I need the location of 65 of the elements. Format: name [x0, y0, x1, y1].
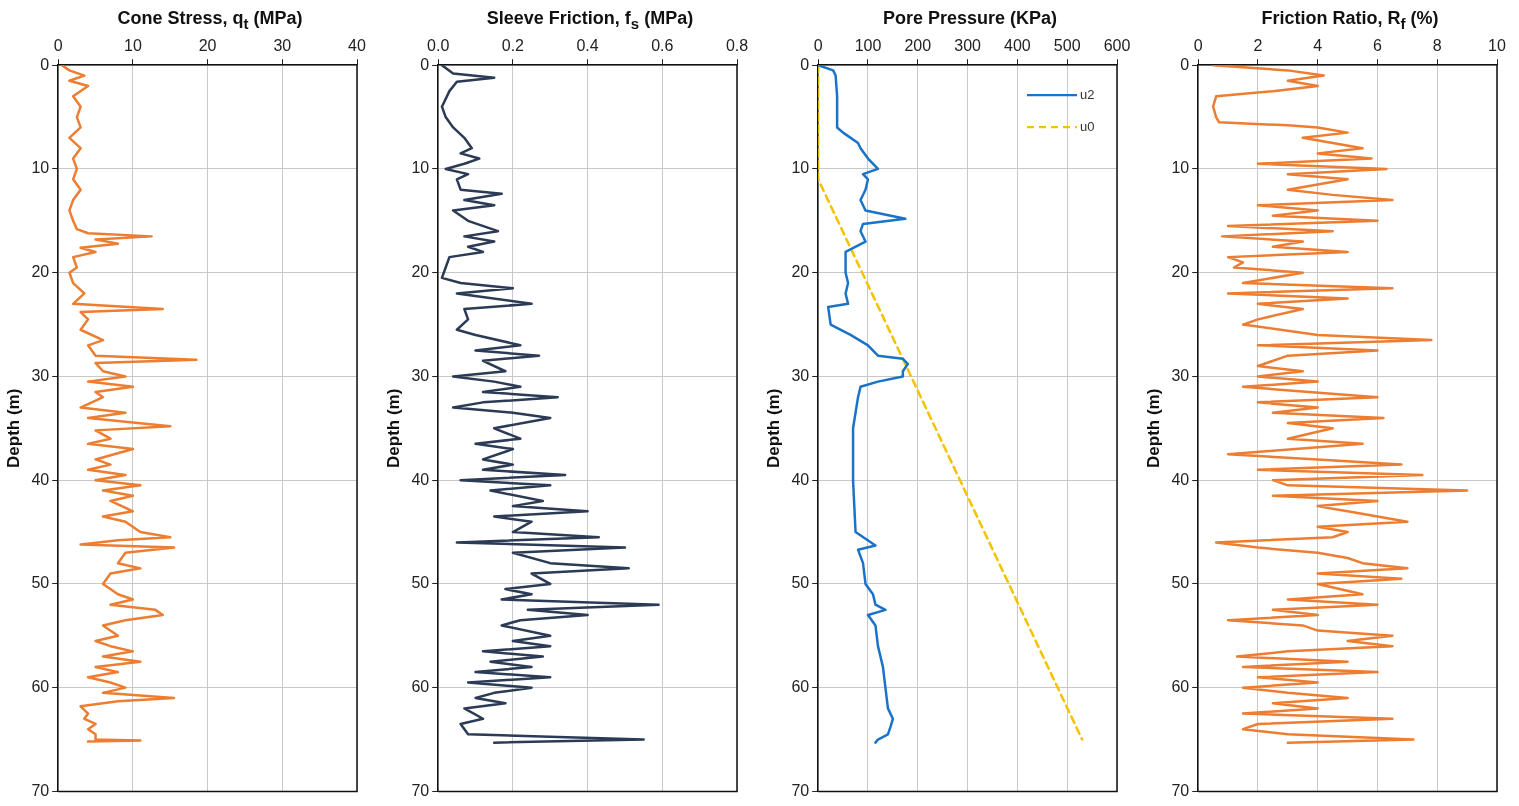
y-tick-label: 20	[1171, 263, 1190, 281]
y-tick-label: 0	[800, 55, 810, 73]
x-tick-label: 600	[1103, 37, 1131, 55]
y-tick-label: 30	[1171, 366, 1190, 384]
y-tick-label: 40	[411, 470, 430, 488]
y-tick-label: 40	[31, 470, 50, 488]
y-tick-label: 70	[1171, 781, 1190, 799]
x-tick-label: 0	[1193, 37, 1203, 55]
y-tick-label: 30	[411, 366, 430, 384]
x-tick-label: 40	[348, 37, 366, 55]
y-tick-label: 50	[411, 574, 430, 592]
x-tick-label: 10	[1488, 37, 1506, 55]
x-tick-label: 0.0	[427, 37, 450, 55]
y-tick-label: 60	[411, 678, 430, 696]
y-tick-label: 40	[791, 470, 810, 488]
y-tick-label: 60	[791, 678, 810, 696]
x-tick-label: 4	[1313, 37, 1323, 55]
x-tick-label: 30	[273, 37, 292, 55]
chart-title: Sleeve Friction, f$_{s}$ (MPa)	[485, 8, 695, 32]
x-tick-label: 400	[1004, 37, 1031, 55]
chart-title: Cone Stress, q$_{t}$ (MPa)	[116, 8, 304, 32]
y-tick-label: 20	[411, 263, 430, 281]
y-tick-label: 70	[31, 781, 50, 799]
y-tick-label: 10	[31, 159, 50, 177]
x-tick-label: 100	[854, 37, 882, 55]
x-tick-label: 200	[904, 37, 932, 55]
x-tick-label: 8	[1432, 37, 1442, 55]
y-tick-label: 30	[791, 366, 810, 384]
y-tick-label: 50	[791, 574, 810, 592]
x-tick-label: 20	[198, 37, 217, 55]
y-tick-label: 60	[1171, 678, 1190, 696]
y-tick-label: 50	[31, 574, 50, 592]
y-tick-label: 70	[791, 781, 810, 799]
y-tick-label: 10	[1171, 159, 1190, 177]
y-tick-label: 30	[31, 366, 50, 384]
x-tick-label: 0.2	[501, 37, 525, 55]
y-tick-label: 0	[1180, 55, 1190, 73]
x-tick-label: 6	[1373, 37, 1383, 55]
y-axis-title: Depth (m)	[3, 388, 23, 468]
y-tick-label: 60	[31, 678, 50, 696]
x-tick-label: 0.4	[576, 37, 599, 55]
y-tick-label: 20	[31, 263, 50, 281]
x-tick-label: 0	[53, 37, 63, 55]
x-tick-label: 10	[124, 37, 142, 55]
x-tick-label: 0.8	[725, 37, 749, 55]
y-tick-label: 10	[411, 159, 430, 177]
x-tick-label: 0	[813, 37, 823, 55]
legend-label: u2	[1080, 86, 1095, 102]
y-tick-label: 70	[411, 781, 430, 799]
y-axis-title: Depth (m)	[383, 388, 403, 468]
y-tick-label: 40	[1171, 470, 1190, 488]
chart-title: Pore Pressure (KPa)	[881, 8, 1059, 29]
y-tick-label: 0	[420, 55, 430, 73]
x-tick-label: 0.6	[651, 37, 674, 55]
x-tick-label: 300	[954, 37, 982, 55]
y-axis-title: Depth (m)	[1143, 388, 1163, 468]
y-tick-label: 20	[791, 263, 810, 281]
y-tick-label: 10	[791, 159, 810, 177]
y-tick-label: 50	[1171, 574, 1190, 592]
x-tick-label: 2	[1253, 37, 1263, 55]
x-tick-label: 500	[1053, 37, 1081, 55]
legend-label: u0	[1080, 118, 1095, 134]
chart-title: Friction Ratio, R$_{f}$ (%)	[1260, 8, 1440, 32]
y-tick-label: 0	[40, 55, 50, 73]
y-axis-title: Depth (m)	[763, 388, 783, 468]
